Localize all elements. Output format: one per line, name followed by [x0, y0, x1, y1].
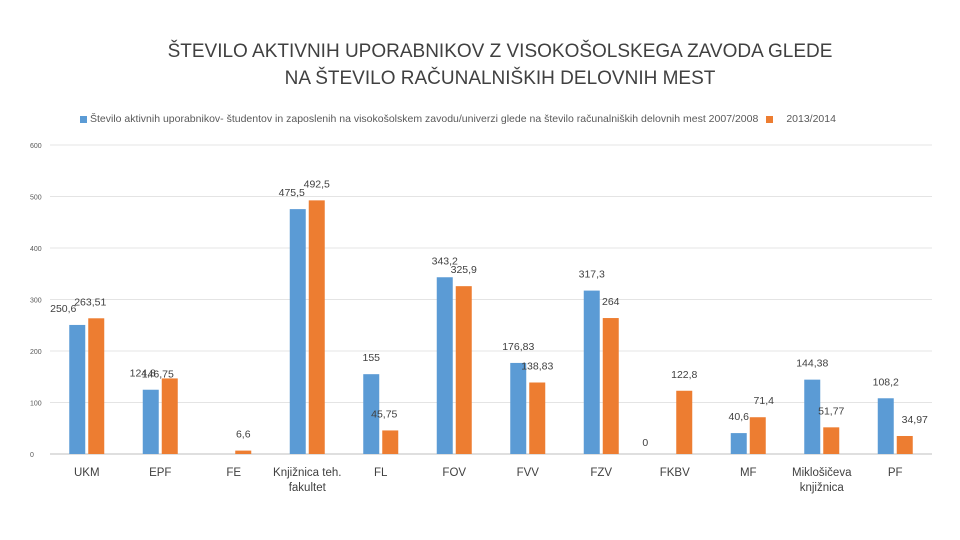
bar-2007-2008: [142, 389, 159, 454]
data-label: 45,75: [371, 408, 397, 420]
data-label: 6,6: [236, 429, 251, 441]
chart-title-line-1: ŠTEVILO AKTIVNIH UPORABNIKOV Z VISOKOŠOL…: [167, 41, 833, 62]
data-label: 146,75: [142, 368, 174, 380]
bar-2007-2008: [583, 290, 600, 454]
bar-2007-2008: [289, 209, 306, 454]
y-tick-label: 400: [30, 246, 42, 253]
legend: Število aktivnih uporabnikov- študentov …: [80, 113, 836, 125]
bar-2013-2014: [676, 390, 693, 454]
category-label: Miklošičeva: [792, 467, 852, 479]
category-label: EPF: [149, 467, 171, 479]
data-label: 264: [602, 296, 620, 308]
category-label: knjižnica: [800, 482, 845, 494]
bar-2013-2014: [455, 286, 472, 454]
bar-2013-2014: [161, 378, 178, 454]
data-label: 122,8: [671, 369, 697, 381]
category-label: MF: [740, 467, 757, 479]
bar-2013-2014: [88, 318, 105, 454]
bar-2007-2008: [510, 362, 527, 454]
data-label: 475,5: [279, 187, 305, 199]
category-label: fakultet: [289, 482, 327, 494]
data-label: 71,4: [754, 395, 775, 407]
data-label: 0: [642, 437, 648, 449]
legend-label-2007-2008: Število aktivnih uporabnikov- študentov …: [90, 113, 759, 125]
data-label: 155: [362, 352, 380, 364]
bar-2013-2014: [602, 318, 619, 454]
legend-label-2013-2014: 2013/2014: [786, 113, 836, 125]
bar-2007-2008: [730, 433, 747, 454]
category-label: UKM: [74, 467, 100, 479]
y-tick-label: 500: [30, 195, 42, 202]
bar-2007-2008: [363, 374, 380, 454]
legend-swatch-2013-2014: [766, 115, 774, 123]
data-label: 124,8: [130, 368, 156, 380]
bar-2013-2014: [308, 200, 325, 454]
data-label: 343,2: [432, 255, 458, 267]
category-label: FZV: [590, 467, 612, 479]
bar-2007-2008: [877, 398, 894, 454]
data-label: 138,83: [521, 361, 553, 373]
data-label: 108,2: [873, 376, 899, 388]
data-label: 325,9: [451, 264, 477, 276]
bar-2007-2008: [804, 379, 821, 454]
y-tick-label: 300: [30, 298, 42, 305]
chart-title-line-2: NA ŠTEVILO RAČUNALNIŠKIH DELOVNIH MEST: [284, 68, 716, 89]
category-label: FOV: [442, 467, 466, 479]
bar-2013-2014: [896, 435, 913, 454]
data-label: 263,51: [74, 296, 106, 308]
bar-2013-2014: [749, 417, 766, 454]
bar-2013-2014: [529, 382, 546, 454]
data-label: 40,6: [729, 411, 750, 423]
bar-2013-2014: [235, 450, 252, 454]
bar-2013-2014: [823, 427, 840, 454]
data-label: 176,83: [502, 341, 534, 353]
category-label: PF: [888, 467, 903, 479]
chart-title: ŠTEVILO AKTIVNIH UPORABNIKOV Z VISOKOŠOL…: [130, 38, 870, 92]
data-label: 34,97: [902, 414, 928, 426]
data-label: 144,38: [796, 358, 828, 370]
legend-item-2013-2014: 2013/2014: [766, 113, 836, 125]
y-tick-label: 100: [30, 401, 42, 408]
data-label: 51,77: [818, 405, 844, 417]
category-label: FKBV: [660, 467, 690, 479]
data-label: 317,3: [579, 269, 605, 281]
y-tick-label: 200: [30, 349, 42, 356]
y-tick-label: 600: [30, 143, 42, 150]
bar-2013-2014: [382, 430, 399, 454]
category-label: Knjižnica teh.: [273, 467, 341, 479]
legend-item-2007-2008: Število aktivnih uporabnikov- študentov …: [80, 113, 758, 125]
y-tick-label: 0: [30, 452, 34, 459]
legend-swatch-2007-2008: [80, 115, 87, 123]
category-label: FVV: [517, 467, 540, 479]
data-label: 492,5: [304, 178, 330, 190]
bar-2007-2008: [436, 277, 453, 454]
data-label: 250,6: [50, 303, 76, 315]
bar-2007-2008: [69, 324, 86, 454]
category-label: FL: [374, 467, 388, 479]
category-label: FE: [226, 467, 241, 479]
